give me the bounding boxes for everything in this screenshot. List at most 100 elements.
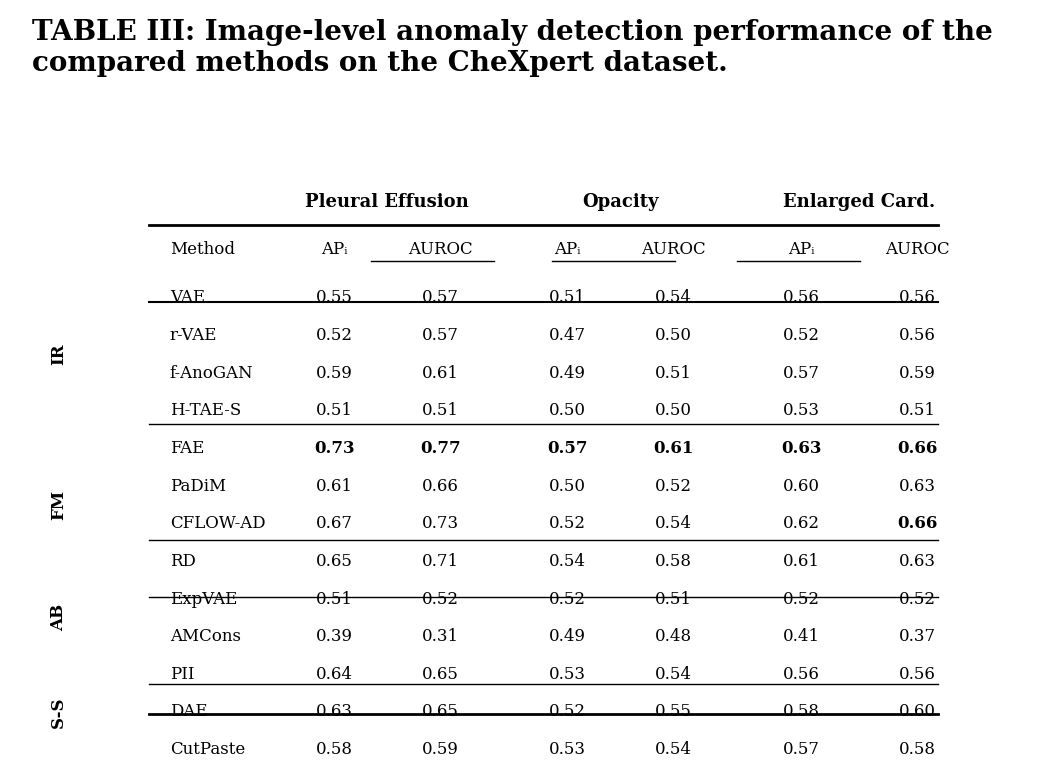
Text: IR: IR bbox=[50, 344, 67, 365]
Text: PaDiM: PaDiM bbox=[170, 478, 226, 495]
Text: 0.52: 0.52 bbox=[550, 591, 586, 607]
Text: DAE: DAE bbox=[170, 703, 207, 720]
Text: APᵢ: APᵢ bbox=[555, 241, 580, 258]
Text: 0.50: 0.50 bbox=[550, 478, 586, 495]
Text: 0.31: 0.31 bbox=[422, 628, 458, 645]
Text: Enlarged Card.: Enlarged Card. bbox=[783, 193, 936, 211]
Text: 0.65: 0.65 bbox=[422, 703, 458, 720]
Text: H-TAE-S: H-TAE-S bbox=[170, 402, 241, 419]
Text: 0.55: 0.55 bbox=[316, 290, 352, 306]
Text: 0.52: 0.52 bbox=[783, 591, 819, 607]
Text: 0.63: 0.63 bbox=[316, 703, 352, 720]
Text: 0.55: 0.55 bbox=[656, 703, 692, 720]
Text: AMCons: AMCons bbox=[170, 628, 241, 645]
Text: 0.61: 0.61 bbox=[654, 440, 694, 457]
Text: Opacity: Opacity bbox=[582, 193, 659, 211]
Text: 0.52: 0.52 bbox=[656, 478, 692, 495]
Text: 0.58: 0.58 bbox=[656, 553, 692, 570]
Text: 0.56: 0.56 bbox=[900, 290, 936, 306]
Text: 0.66: 0.66 bbox=[422, 478, 458, 495]
Text: FM: FM bbox=[50, 490, 67, 520]
Text: f-AnoGAN: f-AnoGAN bbox=[170, 365, 254, 382]
Text: 0.52: 0.52 bbox=[422, 591, 458, 607]
Text: 0.52: 0.52 bbox=[900, 591, 936, 607]
Text: VAE: VAE bbox=[170, 290, 205, 306]
Text: 0.61: 0.61 bbox=[316, 478, 352, 495]
Text: 0.57: 0.57 bbox=[547, 440, 588, 457]
Text: 0.51: 0.51 bbox=[316, 591, 352, 607]
Text: 0.51: 0.51 bbox=[656, 591, 692, 607]
Text: 0.77: 0.77 bbox=[420, 440, 460, 457]
Text: ExpVAE: ExpVAE bbox=[170, 591, 238, 607]
Text: 0.66: 0.66 bbox=[898, 440, 938, 457]
Text: 0.49: 0.49 bbox=[550, 628, 586, 645]
Text: 0.52: 0.52 bbox=[550, 515, 586, 532]
Text: AUROC: AUROC bbox=[886, 241, 950, 258]
Text: 0.63: 0.63 bbox=[781, 440, 821, 457]
Text: 0.60: 0.60 bbox=[783, 478, 819, 495]
Text: 0.60: 0.60 bbox=[900, 703, 936, 720]
Text: 0.51: 0.51 bbox=[316, 402, 352, 419]
Text: 0.53: 0.53 bbox=[550, 741, 586, 758]
Text: 0.52: 0.52 bbox=[316, 327, 352, 344]
Text: 0.54: 0.54 bbox=[656, 741, 692, 758]
Text: AUROC: AUROC bbox=[408, 241, 472, 258]
Text: 0.51: 0.51 bbox=[656, 365, 692, 382]
Text: 0.56: 0.56 bbox=[900, 666, 936, 683]
Text: 0.41: 0.41 bbox=[783, 628, 819, 645]
Text: 0.50: 0.50 bbox=[656, 327, 692, 344]
Text: 0.71: 0.71 bbox=[422, 553, 458, 570]
Text: CutPaste: CutPaste bbox=[170, 741, 245, 758]
Text: 0.54: 0.54 bbox=[656, 290, 692, 306]
Text: 0.52: 0.52 bbox=[550, 703, 586, 720]
Text: 0.59: 0.59 bbox=[422, 741, 458, 758]
Text: 0.59: 0.59 bbox=[316, 365, 352, 382]
Text: 0.37: 0.37 bbox=[900, 628, 936, 645]
Text: r-VAE: r-VAE bbox=[170, 327, 218, 344]
Text: 0.65: 0.65 bbox=[422, 666, 458, 683]
Text: PII: PII bbox=[170, 666, 194, 683]
Text: 0.56: 0.56 bbox=[783, 666, 819, 683]
Text: 0.54: 0.54 bbox=[656, 666, 692, 683]
Text: 0.48: 0.48 bbox=[656, 628, 692, 645]
Text: APᵢ: APᵢ bbox=[788, 241, 814, 258]
Text: AUROC: AUROC bbox=[642, 241, 706, 258]
Text: 0.57: 0.57 bbox=[422, 327, 458, 344]
Text: 0.63: 0.63 bbox=[900, 553, 936, 570]
Text: APᵢ: APᵢ bbox=[321, 241, 347, 258]
Text: 0.51: 0.51 bbox=[422, 402, 458, 419]
Text: 0.51: 0.51 bbox=[900, 402, 936, 419]
Text: 0.59: 0.59 bbox=[900, 365, 936, 382]
Text: 0.65: 0.65 bbox=[316, 553, 352, 570]
Text: 0.57: 0.57 bbox=[783, 365, 819, 382]
Text: 0.64: 0.64 bbox=[316, 666, 352, 683]
Text: 0.50: 0.50 bbox=[550, 402, 586, 419]
Text: 0.61: 0.61 bbox=[783, 553, 819, 570]
Text: 0.58: 0.58 bbox=[783, 703, 819, 720]
Text: 0.57: 0.57 bbox=[422, 290, 458, 306]
Text: 0.56: 0.56 bbox=[900, 327, 936, 344]
Text: 0.47: 0.47 bbox=[550, 327, 586, 344]
Text: 0.73: 0.73 bbox=[314, 440, 354, 457]
Text: 0.52: 0.52 bbox=[783, 327, 819, 344]
Text: 0.62: 0.62 bbox=[783, 515, 819, 532]
Text: 0.53: 0.53 bbox=[783, 402, 819, 419]
Text: 0.39: 0.39 bbox=[316, 628, 352, 645]
Text: 0.49: 0.49 bbox=[550, 365, 586, 382]
Text: TABLE III: Image-level anomaly detection performance of the: TABLE III: Image-level anomaly detection… bbox=[32, 19, 993, 46]
Text: 0.56: 0.56 bbox=[783, 290, 819, 306]
Text: 0.50: 0.50 bbox=[656, 402, 692, 419]
Text: 0.51: 0.51 bbox=[550, 290, 586, 306]
Text: 0.54: 0.54 bbox=[550, 553, 586, 570]
Text: 0.66: 0.66 bbox=[898, 515, 938, 532]
Text: 0.73: 0.73 bbox=[422, 515, 458, 532]
Text: 0.67: 0.67 bbox=[316, 515, 352, 532]
Text: CFLOW-AD: CFLOW-AD bbox=[170, 515, 265, 532]
Text: compared methods on the CheXpert dataset.: compared methods on the CheXpert dataset… bbox=[32, 50, 728, 77]
Text: 0.58: 0.58 bbox=[900, 741, 936, 758]
Text: RD: RD bbox=[170, 553, 195, 570]
Text: 0.58: 0.58 bbox=[316, 741, 352, 758]
Text: 0.63: 0.63 bbox=[900, 478, 936, 495]
Text: S-S: S-S bbox=[50, 696, 67, 728]
Text: 0.61: 0.61 bbox=[422, 365, 458, 382]
